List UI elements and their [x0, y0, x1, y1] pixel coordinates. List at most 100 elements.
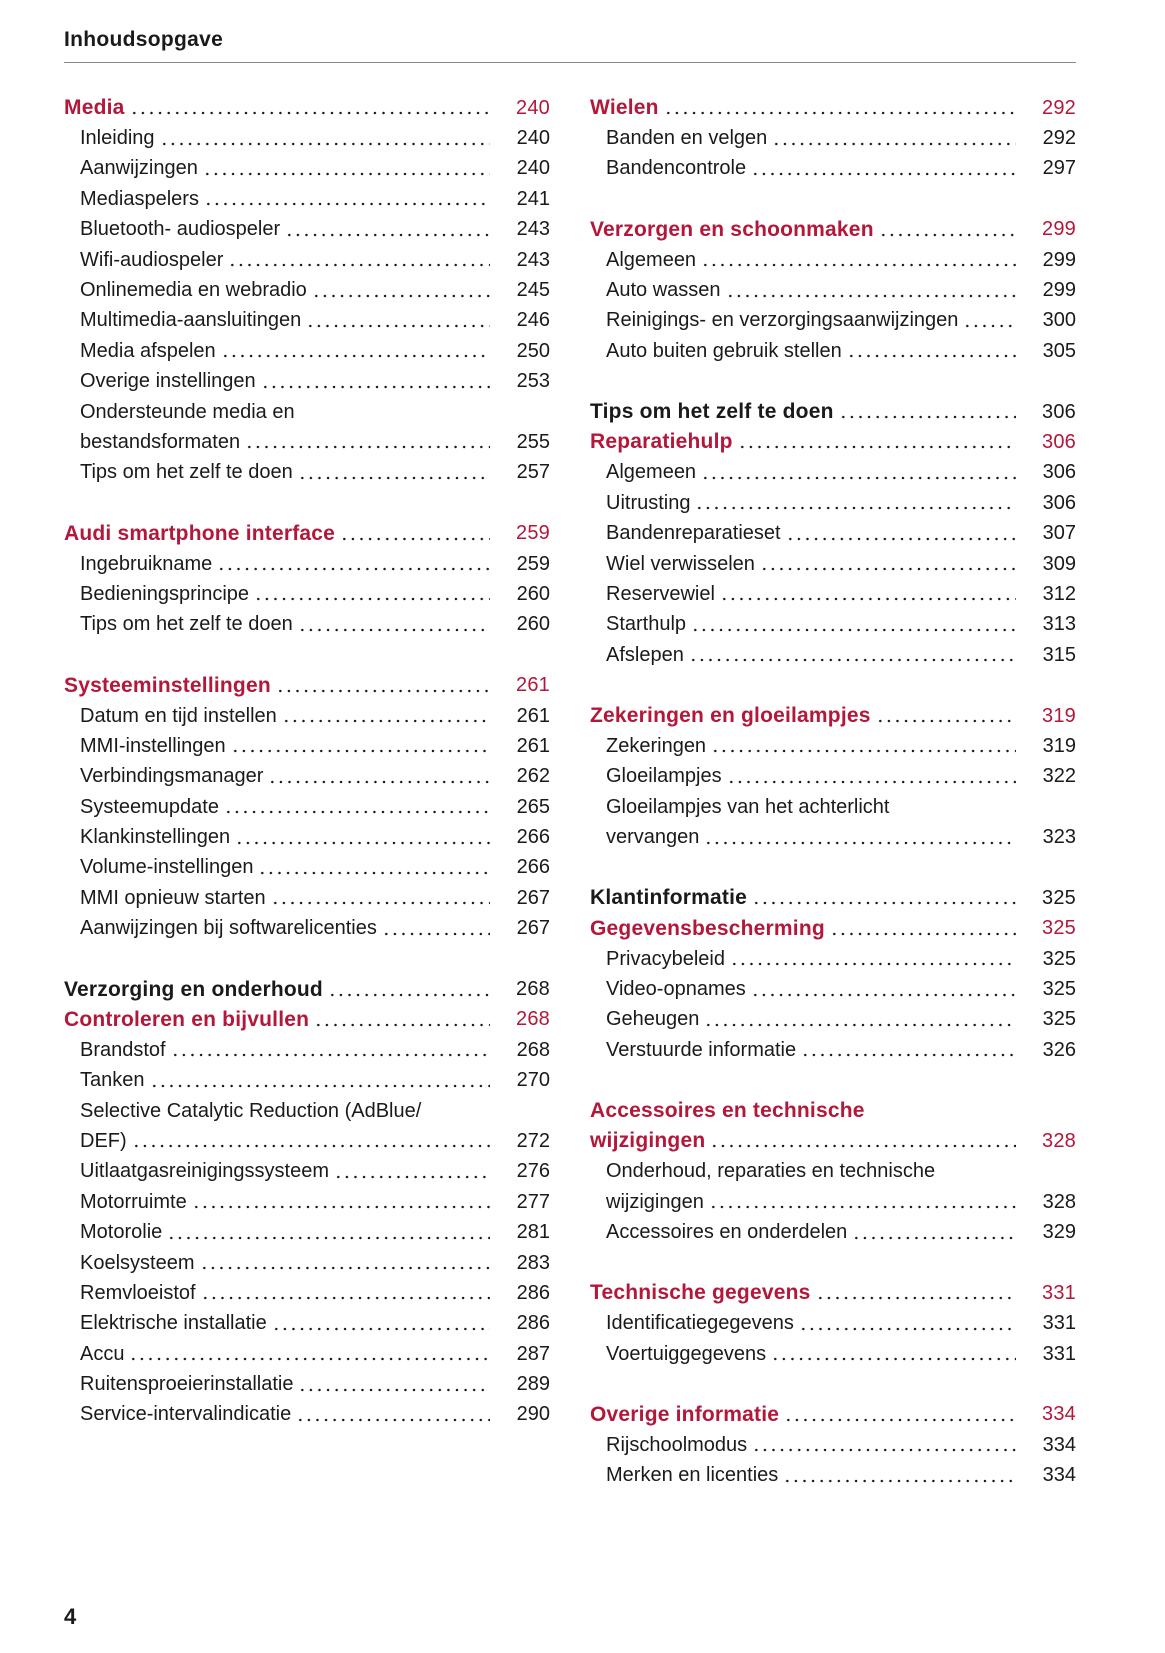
toc-entry[interactable]: Identificatiegegevens 331 [590, 1309, 1076, 1339]
toc-entry[interactable]: bestandsformaten 255 [64, 427, 550, 457]
dot-leader [691, 614, 1016, 635]
toc-page-number: 267 [516, 917, 550, 940]
toc-entry[interactable]: Bandencontrole 297 [590, 154, 1076, 184]
toc-entry[interactable]: Verstuurde informatie 326 [590, 1035, 1076, 1065]
toc-entry[interactable]: Onlinemedia en webradio 245 [64, 275, 550, 305]
toc-entry[interactable]: Aanwijzingen 240 [64, 154, 550, 184]
toc-entry[interactable]: Multimedia-aansluitingen 246 [64, 306, 550, 336]
toc-entry[interactable]: Tanken 270 [64, 1066, 550, 1096]
toc-entry[interactable]: Afslepen 315 [590, 640, 1076, 670]
dot-leader [801, 1040, 1016, 1061]
toc-entry[interactable]: vervangen 323 [590, 822, 1076, 852]
toc-entry[interactable]: Ingebruikname 259 [64, 549, 550, 579]
toc-entry[interactable]: Volume-instellingen 266 [64, 853, 550, 883]
toc-page-number: 325 [1042, 1008, 1076, 1031]
toc-entry[interactable]: Voertuiggegevens 331 [590, 1339, 1076, 1369]
toc-section-heading[interactable]: Verzorgen en schoonmaken 299 [590, 215, 1076, 245]
toc-column-left: Media 240 Inleiding 240 Aanwijzingen 240 Media… [64, 93, 550, 1430]
toc-page-number: 319 [1042, 704, 1076, 727]
toc-entry[interactable]: Tips om het zelf te doen 257 [64, 458, 550, 488]
toc-entry[interactable]: Reinigings- en verzorgingsaanwijzingen 30… [590, 306, 1076, 336]
toc-entry-title: Wiel verwisselen [606, 552, 755, 575]
toc-entry-title: Reservewiel [606, 582, 715, 605]
toc-section-heading[interactable]: Verzorging en onderhoud 268 [64, 974, 550, 1004]
toc-page-number: 297 [1042, 157, 1076, 180]
toc-entry[interactable]: Starthulp 313 [590, 610, 1076, 640]
toc-section-heading[interactable]: Technische gegevens 331 [590, 1278, 1076, 1308]
dot-leader [963, 310, 1016, 331]
toc-section-heading[interactable]: Reparatiehulp 306 [590, 427, 1076, 457]
dot-leader [268, 766, 490, 787]
toc-section-heading[interactable]: Klantinformatie 325 [590, 883, 1076, 913]
toc-entry[interactable]: DEF) 272 [64, 1126, 550, 1156]
toc-entry[interactable]: Verbindingsmanager 262 [64, 762, 550, 792]
toc-entry[interactable]: Uitrusting 306 [590, 488, 1076, 518]
toc-section-heading[interactable]: Tips om het zelf te doen 306 [590, 397, 1076, 427]
toc-section-heading[interactable]: Gegevensbescherming 325 [590, 914, 1076, 944]
toc-entry[interactable]: Inleiding 240 [64, 123, 550, 153]
toc-entry[interactable]: Brandstof 268 [64, 1035, 550, 1065]
toc-section-heading[interactable]: Systeeminstellingen 261 [64, 670, 550, 700]
dot-leader [838, 402, 1016, 423]
toc-section-heading[interactable]: Overige informatie 334 [590, 1400, 1076, 1430]
toc-page-number: 243 [516, 248, 550, 271]
toc-entry[interactable]: Video-opnames 325 [590, 974, 1076, 1004]
toc-entry-title: Starthulp [606, 613, 687, 636]
toc-entry[interactable]: Wiel verwisselen 309 [590, 549, 1076, 579]
dot-leader [311, 280, 490, 301]
toc-entry[interactable]: Accessoires en onderdelen 329 [590, 1217, 1076, 1247]
dot-leader [298, 1374, 490, 1395]
toc-section-heading[interactable]: Zekeringen en gloeilampjes 319 [590, 701, 1076, 731]
toc-section-heading[interactable]: Media 240 [64, 93, 550, 123]
toc-entry[interactable]: Rijschoolmodus 334 [590, 1430, 1076, 1460]
toc-entry-title: Reparatiehulp [590, 430, 733, 454]
dot-leader [737, 432, 1016, 453]
toc-entry[interactable]: Privacybeleid 325 [590, 944, 1076, 974]
toc-page-number: 322 [1042, 765, 1076, 788]
toc-entry[interactable]: MMI-instellingen 261 [64, 731, 550, 761]
toc-entry[interactable]: Aanwijzingen bij softwarelicenties 267 [64, 914, 550, 944]
toc-entry[interactable]: Wifi-audiospeler 243 [64, 245, 550, 275]
toc-entry[interactable]: Auto wassen 299 [590, 275, 1076, 305]
toc-entry[interactable]: Ruitensproeierinstallatie 289 [64, 1369, 550, 1399]
toc-entry[interactable]: Motorruimte 277 [64, 1187, 550, 1217]
toc-entry[interactable]: Gloeilampjes 322 [590, 762, 1076, 792]
dot-leader [203, 189, 490, 210]
toc-entry[interactable]: Algemeen 306 [590, 458, 1076, 488]
toc-section-heading[interactable]: Wielen 292 [590, 93, 1076, 123]
toc-entry[interactable]: Auto buiten gebruik stellen 305 [590, 336, 1076, 366]
dot-leader [829, 918, 1016, 939]
toc-entry[interactable]: Overige instellingen 253 [64, 367, 550, 397]
toc-section-heading[interactable]: Audi smartphone interface 259 [64, 518, 550, 548]
toc-entry[interactable]: Bandenreparatieset 307 [590, 518, 1076, 548]
toc-page-number: 306 [1042, 461, 1076, 484]
toc-entry[interactable]: Reservewiel 312 [590, 579, 1076, 609]
toc-entry[interactable]: Motorolie 281 [64, 1217, 550, 1247]
toc-page-number: 262 [516, 765, 550, 788]
toc-entry[interactable]: Systeemupdate 265 [64, 792, 550, 822]
toc-entry[interactable]: Banden en velgen 292 [590, 123, 1076, 153]
toc-entry[interactable]: Bedieningsprincipe 260 [64, 579, 550, 609]
toc-entry[interactable]: Datum en tijd instellen 261 [64, 701, 550, 731]
toc-section-heading[interactable]: wijzigingen 328 [590, 1126, 1076, 1156]
toc-entry[interactable]: Mediaspelers 241 [64, 184, 550, 214]
toc-entry[interactable]: Remvloeistof 286 [64, 1278, 550, 1308]
toc-entry[interactable]: Koelsysteem 283 [64, 1248, 550, 1278]
toc-entry[interactable]: Merken en licenties 334 [590, 1461, 1076, 1491]
toc-entry[interactable]: Bluetooth- audiospeler 243 [64, 215, 550, 245]
toc-page-number: 331 [1042, 1281, 1076, 1304]
toc-entry[interactable]: Accu 287 [64, 1339, 550, 1369]
toc-entry[interactable]: Zekeringen 319 [590, 731, 1076, 761]
toc-entry[interactable]: Service-intervalindicatie 290 [64, 1400, 550, 1430]
toc-entry[interactable]: Geheugen 325 [590, 1005, 1076, 1035]
toc-entry[interactable]: Uitlaatgasreinigingssysteem 276 [64, 1157, 550, 1187]
toc-entry[interactable]: Klankinstellingen 266 [64, 822, 550, 852]
toc-section-heading[interactable]: Controleren en bijvullen 268 [64, 1005, 550, 1035]
toc-entry[interactable]: Media afspelen 250 [64, 336, 550, 366]
toc-entry[interactable]: MMI opnieuw starten 267 [64, 883, 550, 913]
toc-entry[interactable]: wijzigingen 328 [590, 1187, 1076, 1217]
toc-entry[interactable]: Algemeen 299 [590, 245, 1076, 275]
toc-entry[interactable]: Tips om het zelf te doen 260 [64, 610, 550, 640]
toc-entry[interactable]: Elektrische installatie 286 [64, 1309, 550, 1339]
dot-leader [785, 523, 1016, 544]
